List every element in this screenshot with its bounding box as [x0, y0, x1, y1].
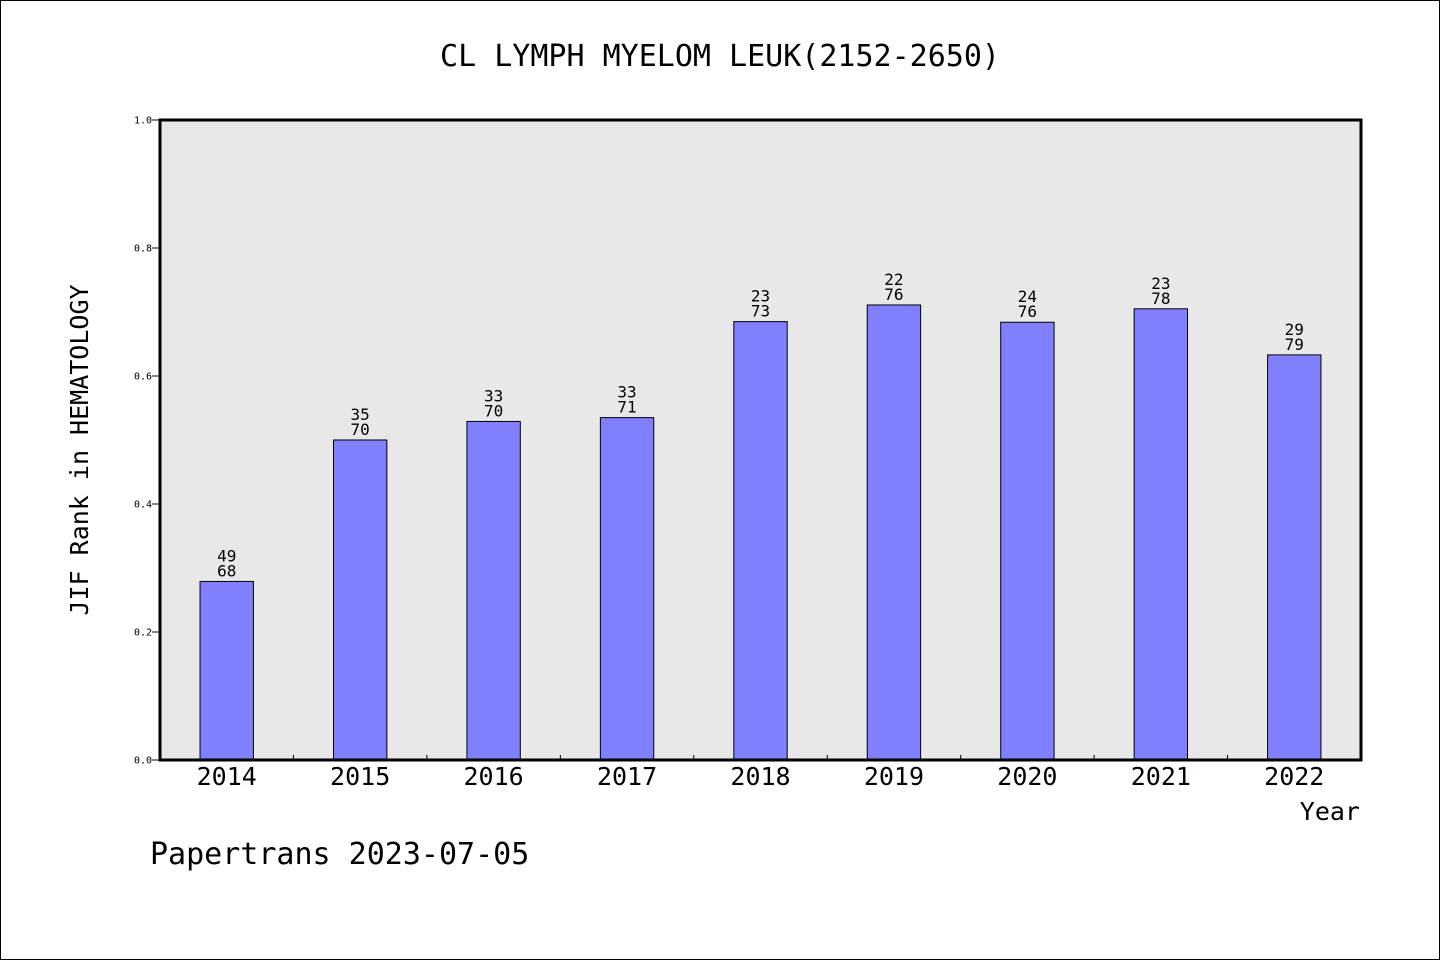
bar-2022 [1267, 354, 1322, 761]
bar-total-label: 79 [1285, 335, 1304, 354]
bar-rank-label: 22 [884, 270, 903, 289]
bar-total-label: 70 [484, 401, 503, 420]
x-axis-label: Year [1300, 797, 1360, 826]
bar-rank-label: 49 [217, 546, 236, 565]
x-tick-label: 2019 [864, 762, 924, 791]
bar-rank-label: 29 [1285, 320, 1304, 339]
bar-total-label: 73 [751, 302, 770, 321]
bar-2019 [866, 304, 922, 761]
bar-rank-label: 35 [351, 405, 370, 424]
bar-2016 [466, 420, 521, 761]
y-tick-label: 0.4 [134, 500, 152, 511]
y-tick-label: 0.6 [134, 372, 152, 383]
y-tick-label: 0.0 [134, 756, 152, 767]
bar-total-label: 76 [884, 285, 903, 304]
bar-rank-label: 23 [751, 287, 770, 306]
bar-2017 [599, 417, 655, 761]
bar-2020 [1000, 321, 1055, 761]
plot-border [158, 118, 1363, 762]
chart-title: CL LYMPH MYELOM LEUK(2152-2650) [440, 39, 1000, 74]
y-axis-label: JIF Rank in HEMATOLOGY [65, 284, 94, 615]
bar-2021 [1133, 308, 1189, 761]
y-tick-label: 0.8 [134, 244, 152, 255]
x-tick-label: 2017 [597, 762, 657, 791]
y-tick-label: 0.2 [134, 628, 152, 639]
bar-2015 [332, 439, 388, 761]
bar-2018 [733, 321, 788, 761]
bar-rank-label: 33 [617, 383, 636, 402]
bar-total-label: 78 [1151, 289, 1170, 308]
bar-2014 [199, 580, 254, 761]
x-tick-label: 2020 [997, 762, 1057, 791]
bars [199, 304, 1322, 761]
x-tick-label: 2021 [1131, 762, 1191, 791]
bar-rank-label: 23 [1151, 274, 1170, 293]
x-tick-label: 2016 [464, 762, 524, 791]
bar-total-label: 71 [617, 398, 636, 417]
y-tick-label: 1.0 [134, 116, 152, 127]
watermark-text: Papertrans 2023-07-05 [150, 837, 529, 872]
bar-rank-label: 33 [484, 386, 503, 405]
x-tick-label: 2014 [197, 762, 257, 791]
x-tick-label: 2022 [1264, 762, 1324, 791]
x-tick-label: 2015 [330, 762, 390, 791]
y-axis-ticks: 0.0 0.2 0.4 0.6 0.8 1.0 [134, 116, 160, 767]
x-tick-label: 2018 [730, 762, 790, 791]
x-axis-ticks: 2014 2015 2016 2017 2018 2019 2020 2021 2022 [197, 755, 1324, 791]
bar-total-label: 76 [1018, 302, 1037, 321]
bar-total-label: 70 [351, 420, 370, 439]
bar-rank-label: 24 [1018, 287, 1037, 306]
bar-total-label: 68 [217, 561, 236, 580]
